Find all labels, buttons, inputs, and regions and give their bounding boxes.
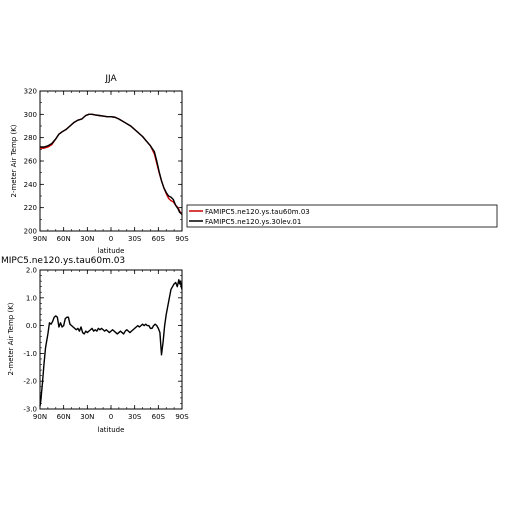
bottom-series-lines: [39, 279, 183, 407]
x-tick-label: 60S: [152, 235, 166, 243]
top-plot-frame: [39, 90, 183, 232]
y-tick-label: 200: [24, 228, 37, 236]
y-tick-label: 1.0: [26, 294, 37, 302]
x-tick-label: 60N: [57, 413, 71, 421]
y-tick-label: 320: [24, 88, 37, 96]
y-tick-label: 0.0: [26, 322, 37, 330]
series-line-1: [39, 279, 183, 407]
x-tick-label: 90N: [33, 235, 47, 243]
x-tick-label: 90S: [175, 413, 189, 421]
legend-label-series-2: FAMIPC5.ne120.ys.30lev.01: [205, 218, 301, 226]
y-tick-label: 240: [24, 181, 37, 189]
x-tick-label: 30S: [128, 235, 142, 243]
x-tick-label: 60N: [57, 235, 71, 243]
x-tick-label: 30N: [80, 235, 94, 243]
y-tick-label: 220: [24, 204, 37, 212]
y-tick-label: -1.0: [23, 350, 37, 358]
y-tick-label: 260: [24, 158, 37, 166]
series-line-2: [40, 113, 183, 216]
bottom-x-ticks: 90N 60N 30N 0 30S 60S 90S: [33, 270, 189, 421]
top-x-ticks: 90N 60N 30N 0 30S 60S 90S: [33, 91, 189, 243]
top-y-ticks: 200 220 240 260 280 300 320: [24, 88, 182, 236]
top-y-axis-label: 2-meter Air Temp (K): [10, 124, 18, 197]
y-tick-label: 280: [24, 134, 37, 142]
x-tick-label: 30N: [80, 413, 94, 421]
y-tick-label: 2.0: [26, 267, 37, 275]
y-tick-label: 300: [24, 111, 37, 119]
y-tick-label: -2.0: [23, 378, 37, 386]
top-series-lines: [40, 113, 183, 216]
x-tick-label: 30S: [128, 413, 142, 421]
bottom-plot-title: MIPC5.ne120.ys.tau60m.03: [1, 256, 125, 266]
legend-label-series-1: FAMIPC5.ne120.ys.tau60m.03: [205, 208, 310, 216]
bottom-plot-panel: MIPC5.ne120.ys.tau60m.03 -3.0 -2.0 -1.0 0.0…: [1, 256, 189, 434]
bottom-y-ticks: -3.0 -2.0 -1.0 0.0 1.0 2.0: [23, 267, 182, 414]
top-plot-title: JJA: [104, 74, 117, 84]
x-tick-label: 0: [109, 235, 113, 243]
legend-box: [186, 204, 498, 228]
y-tick-label: -3.0: [23, 406, 37, 414]
bottom-x-axis-label: latitude: [98, 426, 125, 434]
bottom-y-axis-label: 2-meter Air Temp (K): [7, 302, 15, 375]
x-tick-label: 90S: [175, 235, 189, 243]
top-plot-panel: JJA 200 220 240 260 280 300 320 90N 60N 30N 0 30S 6…: [10, 74, 189, 255]
top-x-axis-label: latitude: [98, 247, 125, 255]
x-tick-label: 90N: [33, 413, 47, 421]
x-tick-label: 60S: [152, 413, 166, 421]
legend: FAMIPC5.ne120.ys.tau60m.03 FAMIPC5.ne120…: [186, 204, 498, 228]
x-tick-label: 0: [109, 413, 113, 421]
series-line-1: [40, 113, 183, 216]
